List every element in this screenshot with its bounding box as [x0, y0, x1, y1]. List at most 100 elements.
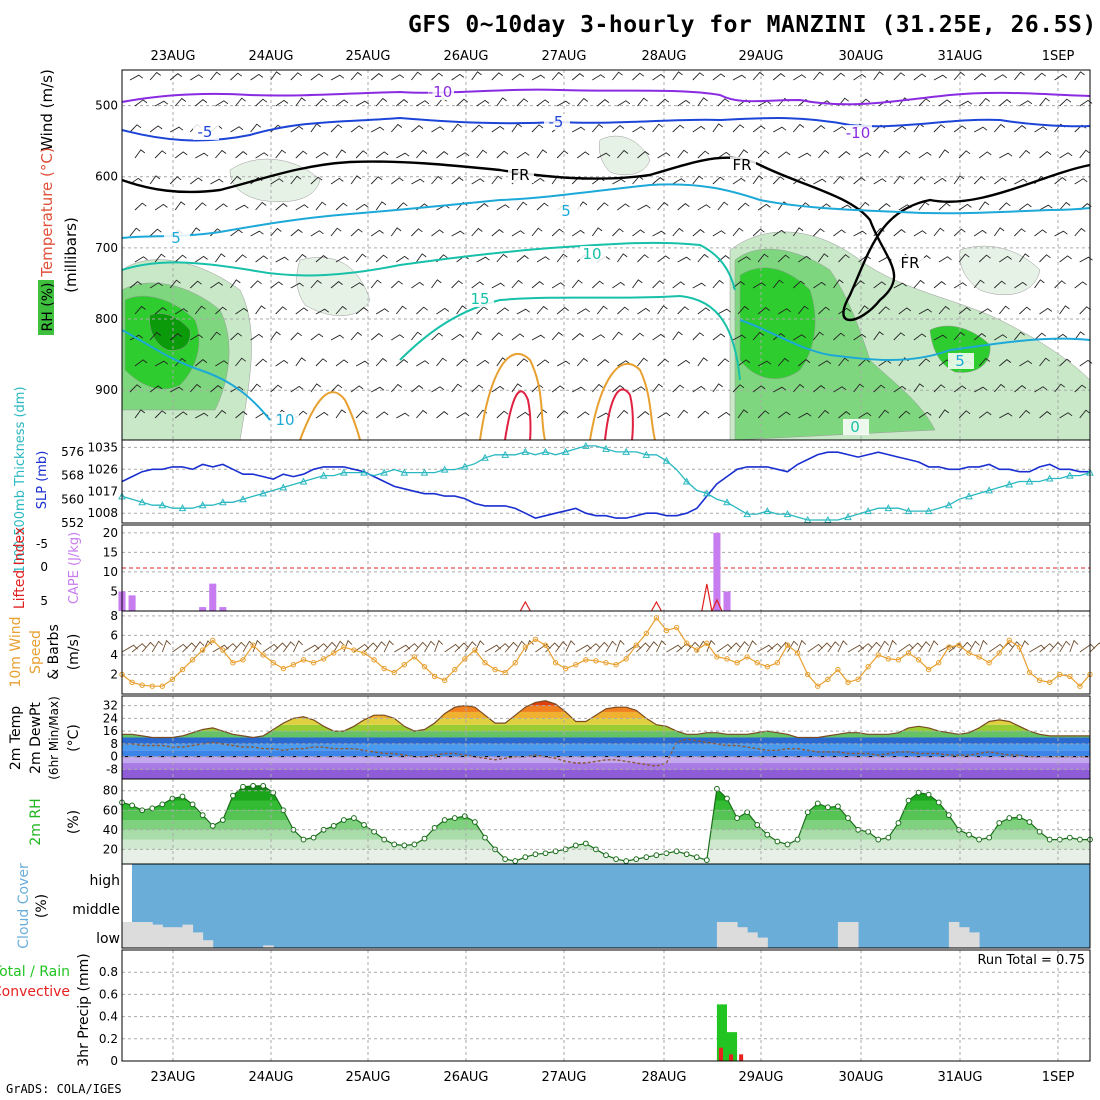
wind-speed-marker [925, 666, 932, 673]
rh-marker [976, 836, 982, 843]
li-axis-label: Lifted Index [12, 527, 28, 609]
wind-barb [757, 644, 774, 653]
wind10-label-b: Speed [28, 630, 44, 674]
date-label-top: 23AUG [150, 49, 195, 64]
wind-barb [777, 254, 790, 263]
thickness-tick-label: 560 [61, 492, 84, 506]
cloud-frame [121, 863, 1091, 949]
wind-barb [953, 282, 967, 289]
wind-barb [1034, 229, 1047, 237]
precip-convective-bar [729, 1054, 734, 1061]
wind-barb [471, 384, 484, 393]
wind-barb [918, 151, 932, 159]
wind-barb [129, 334, 144, 341]
wind-barb [752, 282, 766, 289]
wind-barb [431, 126, 445, 133]
wind-barbs-10m [121, 639, 1100, 653]
contour-label-bg [898, 255, 924, 271]
wind-barb [617, 409, 629, 419]
wind-barb [330, 124, 343, 133]
thickness-marker [743, 510, 752, 518]
wind-barb [275, 149, 287, 159]
rh-marker [230, 792, 236, 799]
wind-speed-marker [593, 658, 599, 664]
wind-barb [867, 641, 881, 653]
wind-barb [612, 281, 625, 289]
wind-barb [194, 305, 206, 315]
wind-barb [496, 150, 509, 159]
rh2m-unit: (%) [66, 810, 82, 834]
cape-bar [723, 591, 731, 611]
wind-barb [215, 409, 227, 419]
wind-barb [565, 640, 576, 653]
wind-barb [978, 151, 992, 159]
wind-barb [858, 152, 872, 159]
rh-marker [653, 852, 660, 859]
date-label-top: 24AUG [248, 49, 293, 64]
wind-barb [717, 308, 731, 315]
precip-tick-label: 0.6 [99, 987, 118, 1001]
wind-barb [652, 333, 666, 341]
wind-barb [195, 359, 208, 367]
wind-barb [396, 412, 410, 419]
wind-barb [1039, 97, 1050, 107]
thickness-marker [1045, 474, 1054, 482]
wind-barb [706, 639, 716, 653]
slp-line [121, 451, 1090, 519]
wind-barb [793, 177, 806, 185]
wind-barb [391, 334, 405, 341]
wind-barb [275, 306, 287, 315]
wind-barb [993, 383, 1006, 393]
pressure-tick-label: 900 [95, 383, 118, 397]
wind-barb [938, 99, 952, 107]
contour-label: 10 [275, 411, 294, 429]
wind-barb [471, 178, 485, 185]
wind-barb [434, 639, 444, 653]
wind-barb [978, 639, 988, 653]
wind-barb [350, 125, 364, 133]
wind-barb [617, 253, 628, 263]
date-label-bottom: 28AUG [641, 1070, 686, 1085]
rh-marker [784, 841, 791, 848]
wind-barb [692, 72, 705, 81]
rh-marker [330, 822, 337, 829]
wind-barb [978, 97, 991, 107]
wind-speed-marker [482, 660, 488, 666]
wind-barb [576, 411, 590, 419]
wind-barb [958, 150, 971, 159]
wind-barb [928, 640, 939, 653]
wind-barb [672, 178, 686, 185]
wind-barb [474, 640, 485, 653]
wind-barb [632, 126, 646, 133]
wind-barb [1039, 643, 1054, 653]
li-tick-label: -5 [36, 537, 48, 551]
contour-label-bg [948, 353, 974, 369]
wind-speed-marker [210, 637, 216, 643]
contour-label-bg [164, 230, 190, 246]
rh-marker [461, 813, 468, 820]
wind-barb [657, 98, 670, 107]
wind-barb [134, 256, 148, 263]
wind-speed-marker [865, 663, 871, 670]
wind-barb [596, 202, 609, 211]
wind-barb [898, 150, 911, 159]
wind-barb [451, 230, 465, 237]
wind-barb [672, 331, 683, 341]
wind-barb [235, 411, 248, 419]
wind-barb [571, 279, 583, 289]
wind-speed-marker [1016, 644, 1023, 650]
wind-barb [632, 279, 643, 289]
wind-barb [195, 152, 209, 159]
rh-marker [129, 802, 135, 809]
wind-barb [456, 412, 470, 419]
wind-barb [536, 359, 550, 367]
wind-barb [575, 644, 592, 653]
rh-marker [603, 852, 609, 859]
wind-barb [953, 228, 966, 237]
wind-speed-marker [996, 650, 1002, 656]
wind-speed-marker [502, 669, 508, 676]
wind-barb [697, 307, 711, 315]
wind-barb [635, 642, 650, 653]
wind-barb [370, 73, 384, 81]
temp-tick-label: 8 [110, 737, 118, 751]
